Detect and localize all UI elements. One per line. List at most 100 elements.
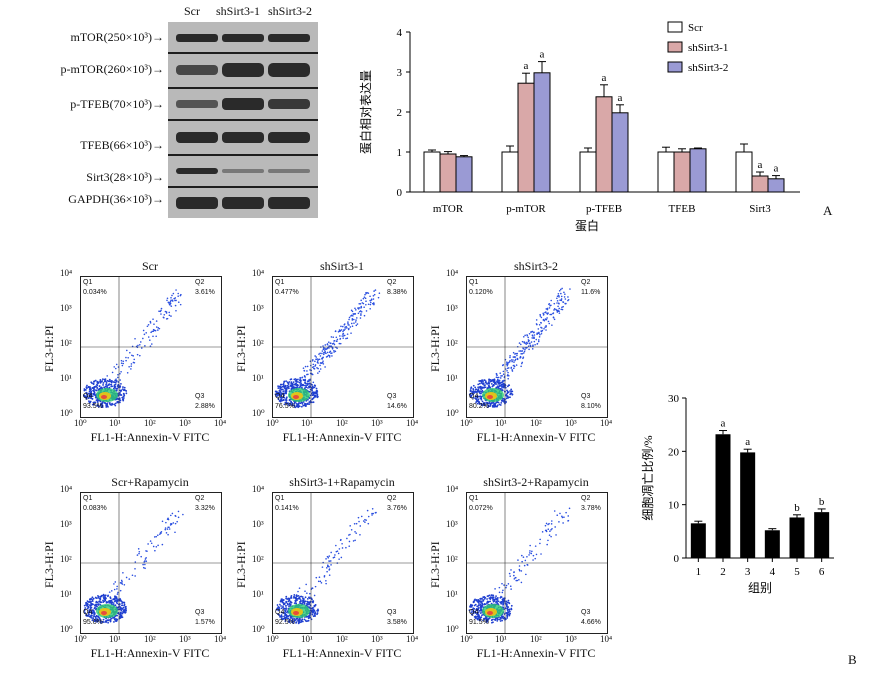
event-dot	[328, 574, 331, 576]
event-dot	[83, 389, 86, 392]
event-dot	[295, 382, 298, 384]
event-dot	[354, 539, 356, 542]
event-dot	[139, 354, 141, 357]
quadrant-value-q3: 14.6%	[387, 403, 407, 410]
event-dot	[504, 386, 507, 389]
event-dot	[527, 345, 530, 348]
event-dot	[335, 340, 338, 342]
event-dot	[352, 313, 355, 315]
event-dot	[543, 328, 545, 330]
event-dot	[117, 401, 119, 404]
bar-p-mTOR-shSirt3-2	[533, 72, 551, 193]
event-dot	[492, 384, 495, 387]
event-dot	[506, 614, 508, 616]
event-dot	[495, 383, 498, 385]
quadrant-value-q1: 0.072%	[469, 505, 493, 512]
event-dot	[497, 382, 500, 385]
event-dot	[488, 594, 491, 597]
event-dot	[479, 380, 482, 382]
event-dot	[105, 402, 107, 405]
event-dot	[307, 601, 309, 604]
event-dot	[538, 332, 540, 335]
event-dot	[112, 602, 115, 604]
event-dot	[309, 616, 312, 619]
event-dot	[328, 555, 331, 557]
event-dot	[282, 383, 285, 386]
event-dot	[547, 320, 550, 323]
event-dot	[494, 404, 496, 407]
event-dot	[364, 518, 366, 521]
event-dot	[537, 328, 540, 330]
event-dot	[470, 611, 473, 614]
event-dot	[301, 384, 304, 386]
event-dot	[93, 604, 96, 607]
event-dot	[109, 619, 112, 622]
event-dot	[168, 526, 170, 529]
event-dot	[147, 336, 150, 338]
flow-plot: Q1 0.083% Q2 3.32% Q3 1.57% Q4 95.0%	[80, 492, 222, 634]
event-dot	[298, 621, 301, 624]
event-dot	[550, 523, 553, 525]
event-dot	[99, 595, 102, 598]
event-dot	[284, 620, 287, 622]
event-dot	[166, 528, 169, 530]
event-dot	[93, 401, 96, 404]
event-dot	[93, 612, 96, 615]
event-dot	[513, 367, 515, 370]
event-dot	[114, 596, 116, 599]
flow-x-tick: 10¹	[301, 634, 313, 644]
quadrant-name-q3: Q3	[387, 609, 397, 616]
protein-label-tfeb: TFEB(66×10³)→	[80, 138, 164, 152]
event-dot	[85, 393, 88, 396]
panel-label-a: A	[823, 203, 833, 218]
event-dot	[506, 363, 509, 366]
event-dot	[280, 598, 283, 601]
event-dot	[563, 291, 565, 294]
flow-x-tick: 10²	[144, 634, 156, 644]
event-dot	[564, 302, 567, 305]
event-dot	[108, 378, 111, 381]
event-dot	[163, 316, 165, 319]
flow-y-tick: 10⁰	[60, 624, 73, 634]
event-dot	[168, 528, 171, 530]
event-dot	[521, 361, 524, 364]
flow-panel-title: Scr	[142, 259, 158, 273]
event-dot	[327, 341, 330, 343]
event-dot	[540, 332, 543, 335]
quadrant-name-q2: Q2	[387, 495, 397, 502]
event-dot	[546, 308, 549, 311]
event-dot	[531, 330, 534, 333]
event-dot	[373, 290, 375, 292]
event-dot	[526, 563, 529, 566]
event-dot	[513, 578, 516, 580]
event-dot	[159, 310, 162, 313]
event-dot	[84, 611, 86, 614]
event-dot	[499, 387, 502, 390]
event-dot	[105, 406, 108, 408]
quadrant-value-q4: 95.0%	[83, 619, 103, 626]
event-dot	[477, 613, 480, 616]
event-dot	[524, 348, 526, 351]
event-dot	[306, 380, 309, 383]
event-dot	[160, 532, 162, 535]
x-tick-label-5: 5	[794, 566, 800, 578]
events-cloud	[275, 507, 377, 625]
event-dot	[362, 520, 365, 522]
bar-Sirt3-shSirt3-2	[767, 178, 785, 193]
event-dot	[322, 360, 324, 362]
event-dot	[474, 598, 476, 601]
event-dot	[121, 601, 124, 604]
event-dot	[93, 620, 96, 623]
event-dot	[286, 602, 289, 605]
event-dot	[498, 586, 501, 589]
event-dot	[121, 364, 124, 367]
event-dot	[559, 288, 562, 291]
y-tick-label: 3	[397, 67, 403, 79]
event-dot	[505, 604, 508, 607]
event-dot	[470, 387, 472, 390]
event-dot	[480, 607, 482, 610]
event-dot	[541, 329, 544, 332]
event-dot	[480, 403, 483, 406]
event-dot	[515, 352, 517, 355]
event-dot	[286, 598, 289, 600]
